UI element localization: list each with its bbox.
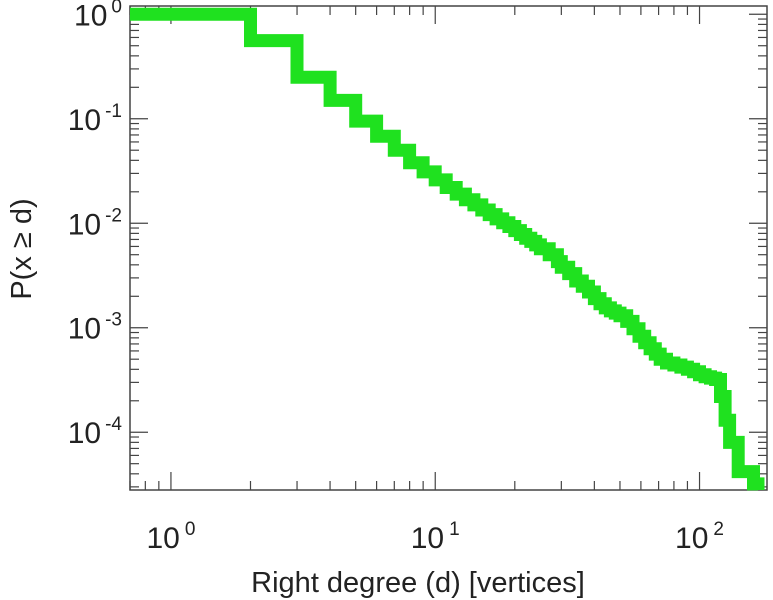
x-tick-label: 10 1 [411,519,460,555]
series-line [130,7,765,491]
y-tick-label: 10 -1 [68,101,122,137]
y-tick-label: 10 -4 [68,414,123,450]
x-tick-label: 10 0 [146,519,195,555]
y-tick-label: 10 -2 [68,205,122,241]
x-axis-label: Right degree (d) [vertices] [251,567,585,599]
x-tick-labels: 10 0 10 1 10 2 [146,519,724,555]
plot-frame [129,5,768,491]
y-axis-label: P(x ≥ d) [6,198,38,299]
x-tick-label: 10 2 [675,519,724,555]
y-tick-label: 10 0 [74,0,122,32]
major-ticks [130,6,767,490]
y-tick-label: 10 -3 [68,310,122,346]
series-layer [130,7,765,491]
minor-ticks [129,6,767,490]
